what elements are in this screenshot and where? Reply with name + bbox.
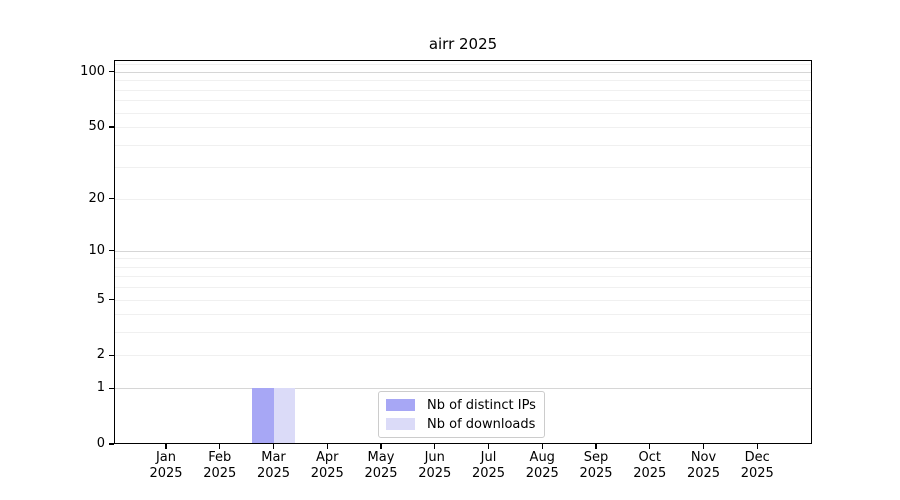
y-tick-mark <box>109 387 114 389</box>
minor-gridline <box>114 266 812 268</box>
minor-gridline <box>114 332 812 334</box>
x-tick-mark <box>272 444 275 449</box>
x-tick-label: Jul 2025 <box>471 450 506 481</box>
y-tick-mark <box>109 126 114 128</box>
y-tick-mark <box>109 71 114 73</box>
y-tick-mark <box>109 250 114 252</box>
y-tick-mark <box>109 197 114 200</box>
legend-label-distinct-ips: Nb of distinct IPs <box>427 397 536 413</box>
y-tick-label: 20 <box>88 190 105 206</box>
minor-gridline <box>114 299 812 301</box>
minor-gridline <box>114 287 812 289</box>
minor-gridline <box>114 112 812 114</box>
x-tick-mark <box>219 444 221 449</box>
x-tick-label: May 2025 <box>364 450 398 481</box>
bar-distinct-ips <box>252 388 274 444</box>
y-tick-mark <box>109 443 114 445</box>
y-tick-mark <box>109 298 114 301</box>
minor-gridline <box>114 167 812 169</box>
minor-gridline <box>114 64 812 66</box>
x-tick-mark <box>595 444 597 449</box>
legend-swatch-distinct-ips <box>386 399 415 411</box>
plot-area <box>114 60 812 444</box>
minor-gridline <box>114 126 812 128</box>
minor-gridline <box>114 198 812 200</box>
x-tick-label: Apr 2025 <box>310 450 344 481</box>
y-tick-label: 100 <box>80 63 105 79</box>
major-gridline <box>114 250 812 252</box>
minor-gridline <box>114 100 812 102</box>
y-tick-label: 2 <box>96 347 105 363</box>
minor-gridline <box>114 258 812 260</box>
x-tick-label: Feb 2025 <box>203 450 237 481</box>
y-tick-label: 50 <box>88 118 105 134</box>
x-tick-label: Dec 2025 <box>740 450 774 481</box>
legend-item-downloads: Nb of downloads <box>386 417 537 432</box>
major-gridline <box>114 71 812 73</box>
minor-gridline <box>114 276 812 278</box>
legend: Nb of distinct IPs Nb of downloads <box>378 391 545 438</box>
x-tick-label: Mar 2025 <box>256 450 291 481</box>
x-tick-mark <box>702 444 705 449</box>
minor-gridline <box>114 355 812 357</box>
x-tick-mark <box>487 444 490 449</box>
y-tick-label: 10 <box>88 242 105 258</box>
major-gridline <box>114 388 812 390</box>
minor-gridline <box>114 80 812 82</box>
bar-downloads <box>273 388 295 444</box>
x-tick-mark <box>541 444 543 449</box>
x-tick-label: Jan 2025 <box>149 450 183 481</box>
x-tick-label: Sep 2025 <box>579 450 613 481</box>
legend-item-distinct-ips: Nb of distinct IPs <box>386 398 537 413</box>
x-tick-mark <box>165 444 167 449</box>
chart-title: airr 2025 <box>428 35 498 53</box>
x-tick-mark <box>326 444 328 449</box>
y-tick-label: 0 <box>96 436 105 451</box>
x-tick-mark <box>756 444 758 449</box>
x-tick-mark <box>649 444 651 449</box>
x-tick-mark <box>434 444 436 449</box>
legend-label-downloads: Nb of downloads <box>427 416 536 432</box>
x-tick-label: Oct 2025 <box>633 450 667 481</box>
legend-swatch-downloads <box>386 418 415 430</box>
x-tick-label: Aug 2025 <box>525 450 559 481</box>
minor-gridline <box>114 144 812 146</box>
x-tick-mark <box>380 444 382 449</box>
minor-gridline <box>114 89 812 91</box>
x-tick-label: Nov 2025 <box>686 450 721 481</box>
x-tick-label: Jun 2025 <box>418 450 452 481</box>
y-tick-label: 5 <box>96 291 105 307</box>
minor-gridline <box>114 314 812 316</box>
y-tick-mark <box>109 354 114 356</box>
axes-spines <box>114 60 812 444</box>
y-tick-label: 1 <box>96 380 105 396</box>
